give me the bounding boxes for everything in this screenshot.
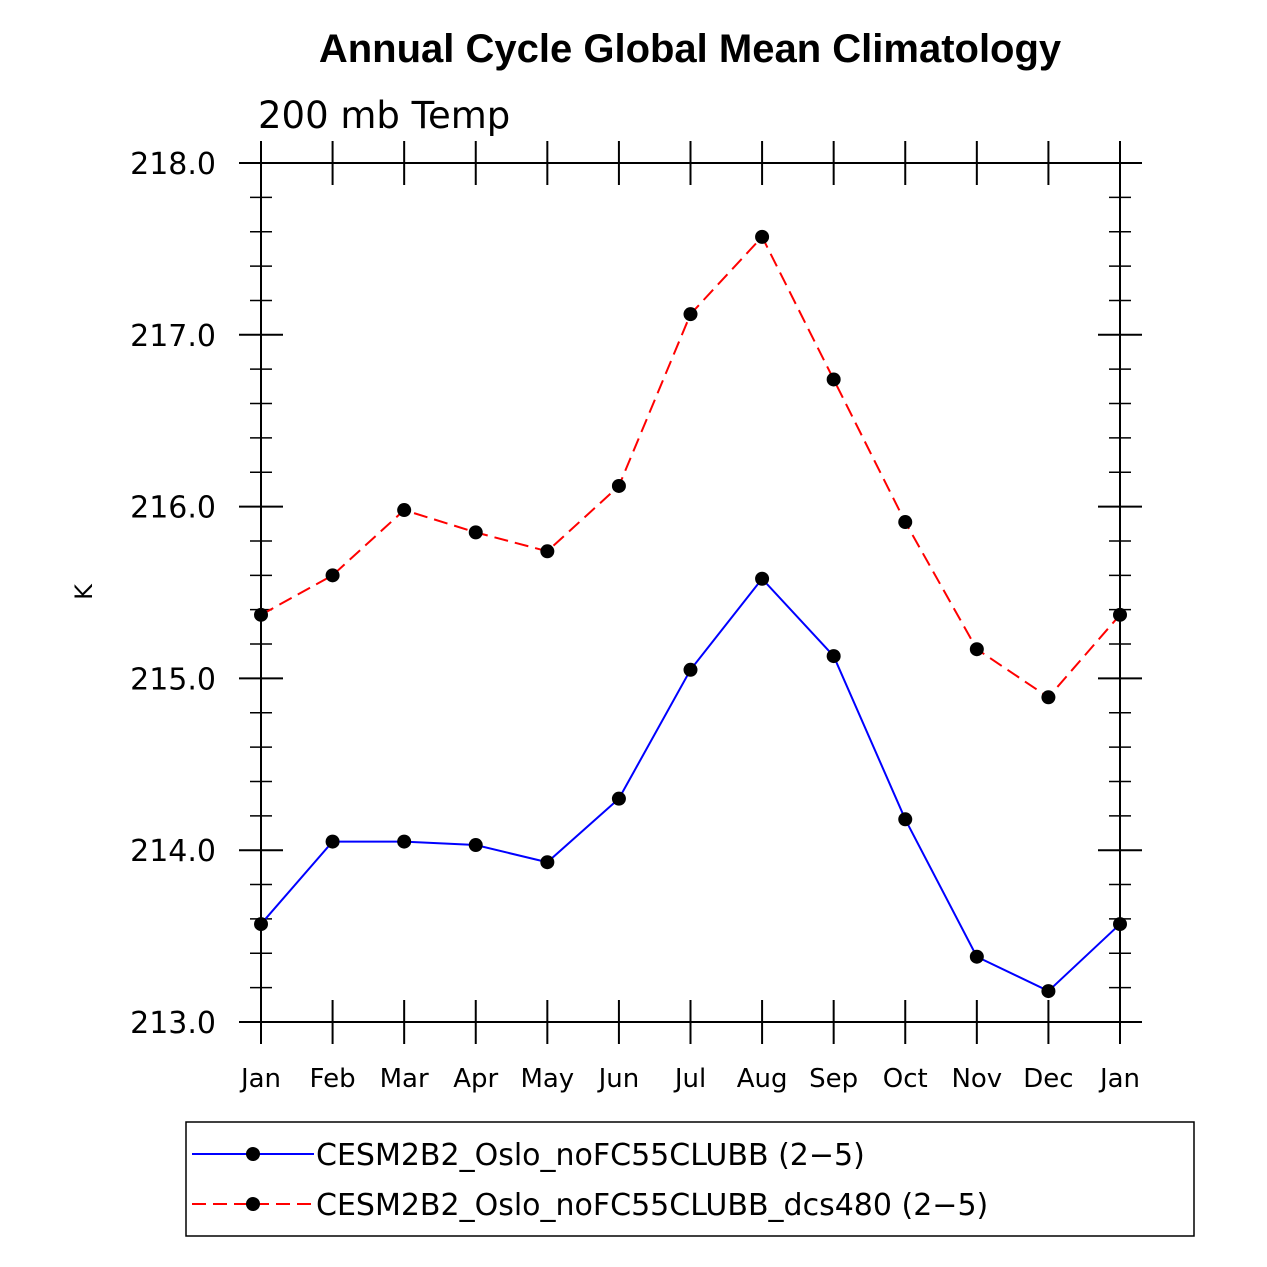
x-tick-label: Jul — [673, 1064, 706, 1094]
data-point — [898, 515, 913, 530]
y-tick-label: 218.0 — [130, 147, 216, 182]
y-axis-label: K — [70, 583, 98, 600]
data-point — [898, 812, 913, 827]
data-point — [468, 525, 483, 540]
x-tick-label: Mar — [380, 1064, 429, 1094]
data-point — [683, 307, 698, 322]
x-tick-label: Jan — [1098, 1064, 1140, 1094]
data-point — [540, 855, 555, 870]
legend-marker — [246, 1147, 260, 1161]
y-tick-label: 216.0 — [130, 491, 216, 526]
chart-title: Annual Cycle Global Mean Climatology — [319, 27, 1062, 71]
data-point — [540, 544, 555, 559]
data-point — [755, 571, 770, 586]
x-tick-label: Aug — [737, 1064, 788, 1094]
y-tick-label: 215.0 — [130, 662, 216, 697]
y-tick-label: 213.0 — [130, 1006, 216, 1041]
series-line — [260, 235, 1121, 699]
series-2 — [254, 229, 1127, 705]
y-tick-label: 217.0 — [130, 319, 216, 354]
chart-subtitle: 200 mb Temp — [258, 94, 510, 137]
y-tick-label: 214.0 — [130, 834, 216, 869]
major-ticks — [239, 141, 1142, 1044]
legend-item-2: CESM2B2_Oslo_noFC55CLUBB_dcs480 (2−5) — [192, 1188, 988, 1223]
legend-label: CESM2B2_Oslo_noFC55CLUBB_dcs480 (2−5) — [316, 1188, 988, 1223]
x-tick-label: Dec — [1023, 1064, 1073, 1094]
series-line — [260, 577, 1121, 993]
data-point — [1041, 984, 1056, 999]
data-point — [611, 791, 626, 806]
legend-box — [185, 1121, 1195, 1237]
y-tick-labels: 213.0 214.0 215.0 216.0 217.0 218.0 — [130, 147, 216, 1041]
legend-marker — [246, 1197, 260, 1211]
legend-item-1: CESM2B2_Oslo_noFC55CLUBB (2−5) — [192, 1138, 865, 1173]
data-point — [969, 949, 984, 964]
series-layer — [254, 229, 1127, 999]
data-point — [826, 649, 841, 664]
x-tick-label: Feb — [310, 1064, 356, 1094]
data-point — [325, 834, 340, 849]
x-tick-labels: Jan Feb Mar Apr May Jun Jul Aug Sep Oct Nov Dec Jan — [239, 1064, 1140, 1094]
data-point — [683, 662, 698, 677]
x-tick-label: May — [520, 1064, 574, 1094]
x-tick-label: Nov — [951, 1064, 1002, 1094]
data-point — [325, 568, 340, 583]
data-point — [397, 503, 412, 518]
legend-label: CESM2B2_Oslo_noFC55CLUBB (2−5) — [316, 1138, 865, 1173]
legend: CESM2B2_Oslo_noFC55CLUBB (2−5) CESM2B2_Os… — [185, 1121, 1195, 1237]
data-point — [397, 834, 412, 849]
data-point — [1041, 690, 1056, 705]
x-tick-label: Jan — [239, 1064, 281, 1094]
data-point — [969, 642, 984, 657]
x-tick-label: Sep — [809, 1064, 858, 1094]
data-point — [826, 372, 841, 387]
data-point — [755, 229, 770, 244]
x-tick-label: Apr — [453, 1064, 498, 1094]
data-point — [468, 838, 483, 853]
data-point — [611, 478, 626, 493]
x-tick-label: Oct — [883, 1064, 928, 1094]
series-1 — [254, 571, 1127, 999]
plot-frame — [260, 162, 1121, 1023]
x-tick-label: Jun — [597, 1064, 640, 1094]
